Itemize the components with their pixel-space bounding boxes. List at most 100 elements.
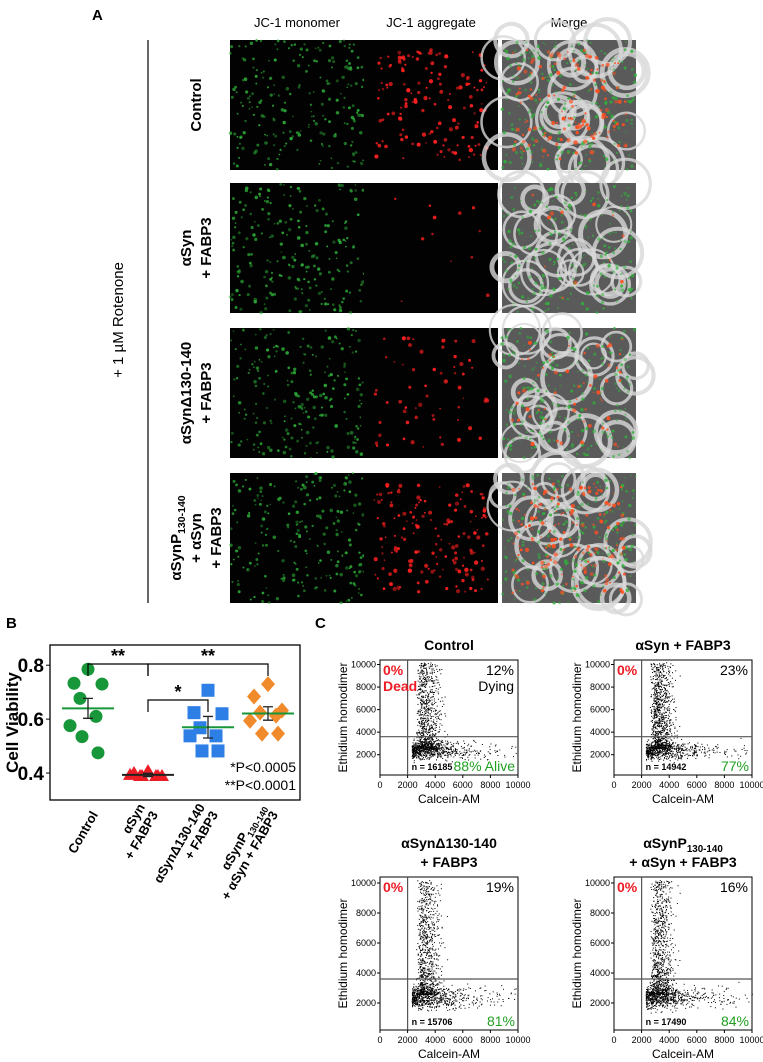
green-spot xyxy=(511,242,515,246)
green-spot xyxy=(348,480,352,484)
event-dot xyxy=(673,748,675,750)
event-dot xyxy=(440,673,442,675)
green-spot xyxy=(241,79,245,82)
event-dot xyxy=(671,757,673,759)
red-spot xyxy=(594,551,597,554)
event-dot xyxy=(438,748,440,750)
red-spot xyxy=(548,529,552,533)
event-dot xyxy=(424,726,426,728)
event-dot xyxy=(663,759,665,761)
green-spot xyxy=(327,97,332,101)
green-spot xyxy=(243,408,246,411)
event-dot xyxy=(653,663,655,665)
green-spot xyxy=(554,388,557,390)
green-spot xyxy=(547,438,552,443)
red-spot xyxy=(381,87,385,91)
event-dot xyxy=(426,737,428,739)
green-spot xyxy=(562,237,566,241)
data-point xyxy=(195,744,209,758)
green-spot xyxy=(502,214,506,218)
green-spot xyxy=(268,59,270,62)
red-spot xyxy=(601,63,605,67)
green-spot xyxy=(574,564,578,568)
green-spot xyxy=(255,39,258,42)
event-dot xyxy=(418,694,420,696)
red-spot xyxy=(530,156,533,159)
red-spot xyxy=(424,579,429,584)
green-spot xyxy=(511,351,516,355)
event-dot xyxy=(413,747,415,749)
event-dot xyxy=(443,747,445,749)
event-dot xyxy=(420,723,422,725)
green-spot xyxy=(308,123,310,126)
red-spot xyxy=(479,492,483,496)
green-spot xyxy=(331,277,335,281)
data-point xyxy=(183,729,197,743)
event-dot xyxy=(426,671,428,673)
green-spot xyxy=(320,102,324,106)
event-dot xyxy=(694,744,696,746)
green-spot xyxy=(523,245,526,249)
event-dot xyxy=(676,749,678,751)
red-spot xyxy=(385,83,389,87)
event-dot xyxy=(451,750,453,752)
red-spot xyxy=(604,500,609,505)
green-spot xyxy=(530,429,533,433)
y-tick-label: 10000 xyxy=(351,660,376,670)
event-dot xyxy=(661,695,663,697)
green-spot xyxy=(503,353,506,356)
green-spot xyxy=(235,376,239,380)
red-spot xyxy=(428,204,432,208)
event-dot xyxy=(439,755,441,757)
red-spot xyxy=(592,482,596,485)
event-dot xyxy=(414,756,416,758)
event-dot xyxy=(658,745,660,747)
event-dot xyxy=(656,713,658,715)
event-dot xyxy=(452,744,454,746)
event-dot xyxy=(430,746,432,748)
red-spot xyxy=(547,135,553,140)
event-dot xyxy=(429,741,431,743)
green-spot xyxy=(555,90,558,93)
event-dot xyxy=(433,751,435,753)
event-dot xyxy=(462,754,464,756)
green-spot xyxy=(286,383,290,387)
event-dot xyxy=(665,696,667,698)
red-spot xyxy=(596,390,601,395)
red-spot xyxy=(476,121,480,124)
green-spot xyxy=(553,230,557,233)
event-dot xyxy=(435,723,437,725)
green-spot xyxy=(560,220,564,224)
red-spot xyxy=(428,50,433,55)
green-spot xyxy=(556,97,561,101)
event-dot xyxy=(653,736,655,738)
event-dot xyxy=(659,715,661,717)
event-dot xyxy=(674,747,676,749)
green-spot xyxy=(581,531,585,535)
red-spot xyxy=(555,510,558,513)
green-spot xyxy=(577,490,580,494)
green-spot xyxy=(232,504,234,507)
event-dot xyxy=(442,752,444,754)
event-dot xyxy=(441,668,443,670)
red-spot xyxy=(438,82,442,86)
red-spot xyxy=(574,555,577,559)
green-spot xyxy=(540,411,543,414)
event-dot xyxy=(661,755,663,757)
red-spot xyxy=(531,483,534,486)
event-dot xyxy=(675,716,677,718)
plot-title: Control xyxy=(424,637,474,653)
event-dot xyxy=(435,729,437,731)
event-dot xyxy=(437,670,439,672)
event-dot xyxy=(435,687,437,689)
green-spot xyxy=(601,292,605,297)
event-dot xyxy=(425,706,427,708)
red-spot xyxy=(398,116,403,121)
event-dot xyxy=(438,744,440,746)
green-spot xyxy=(533,498,537,502)
event-dot xyxy=(430,742,432,744)
event-dot xyxy=(426,732,428,734)
green-spot xyxy=(537,510,540,513)
green-spot xyxy=(230,95,234,99)
event-dot xyxy=(457,743,459,745)
